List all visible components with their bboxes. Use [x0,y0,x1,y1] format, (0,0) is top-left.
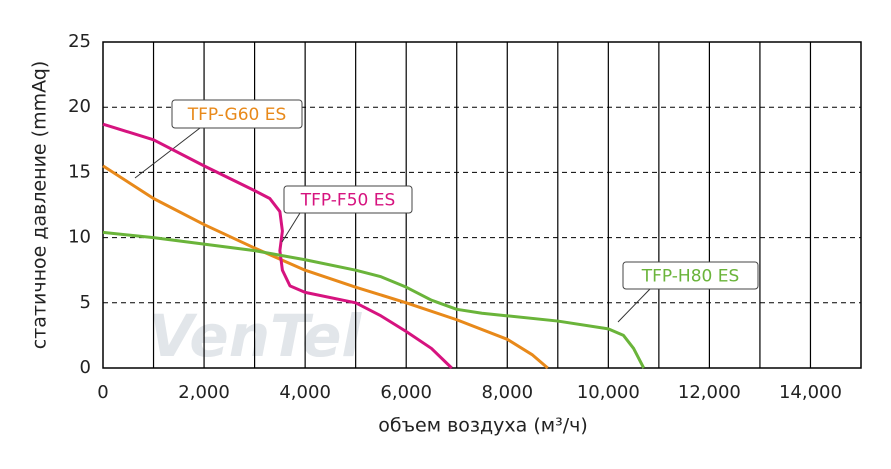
y-tick-label: 25 [68,31,91,52]
x-tick-label: 12,000 [678,382,741,403]
y-tick-label: 15 [68,161,91,182]
y-tick-label: 10 [68,227,91,248]
watermark: VenTel [149,302,363,370]
y-tick-label: 5 [80,292,91,313]
callout-box [622,261,759,290]
callout-box [171,99,303,129]
x-tick-label: 4,000 [279,382,331,403]
legend-label: TFP-G60 ES [187,105,287,125]
callout-leader [281,212,301,243]
x-tick-label: 8,000 [482,382,534,403]
series-line [102,230,646,369]
series-line [102,164,549,370]
y-tick-label: 20 [68,96,91,117]
x-tick-label: 10,000 [577,382,640,403]
y-axis-label: статичное давление (mmAq) [29,61,51,349]
series-line [102,122,453,370]
x-tick-label: 0 [97,382,108,403]
x-tick-label: 2,000 [178,382,230,403]
callout-leader [134,127,201,179]
y-tick-label: 0 [80,357,91,378]
x-tick-label: 6,000 [380,382,432,403]
callout-box [283,185,413,214]
x-tick-label: 14,000 [779,382,842,403]
x-axis-label: объем воздуха (м³/ч) [378,415,587,437]
legend-label: TFP-H80 ES [641,267,740,287]
legend-label: TFP-F50 ES [300,191,396,211]
callout-leader [617,288,651,323]
plot-frame [102,41,862,369]
